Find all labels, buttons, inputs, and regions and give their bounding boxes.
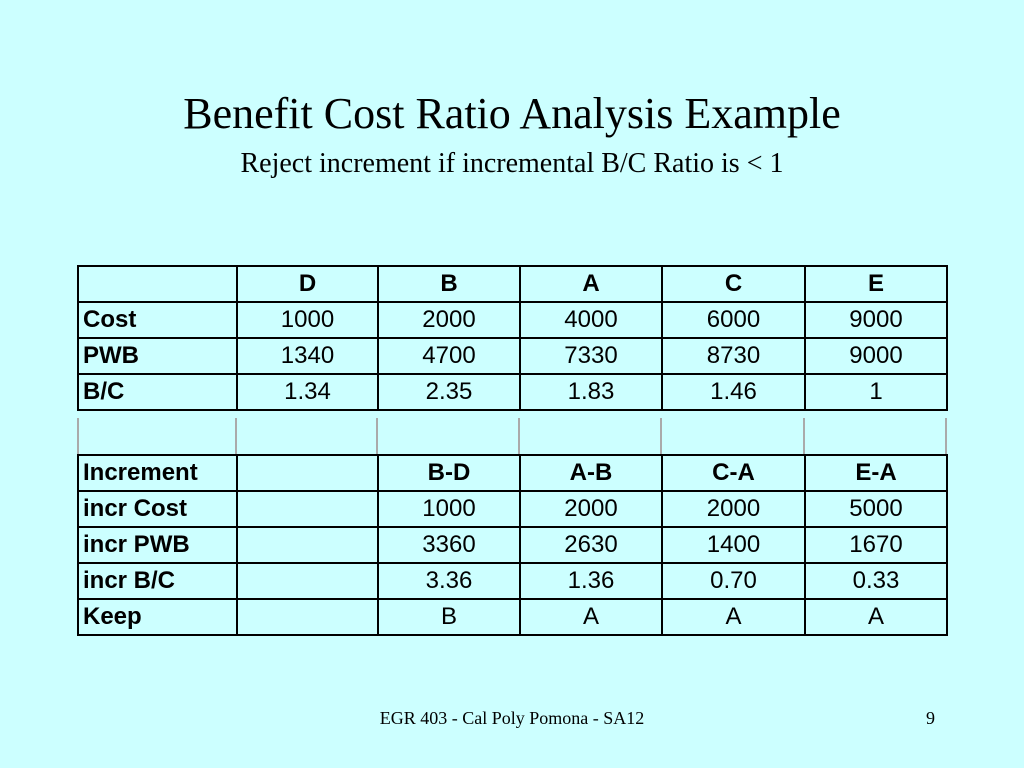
table-cell: B xyxy=(377,265,521,303)
table-cell: 3360 xyxy=(377,526,521,564)
table-cell: 2.35 xyxy=(377,373,521,411)
table-cell: 6000 xyxy=(661,301,806,339)
table-cell: 1400 xyxy=(661,526,806,564)
table-row: PWB 1340 4700 7330 8730 9000 xyxy=(77,337,948,375)
table-cell: 1 xyxy=(804,373,948,411)
table-cell: A xyxy=(519,265,663,303)
table-cell: D xyxy=(236,265,379,303)
table-cell: 2630 xyxy=(519,526,663,564)
table-cell: 1.46 xyxy=(661,373,806,411)
table-row: Cost 1000 2000 4000 6000 9000 xyxy=(77,301,948,339)
table-cell: 9000 xyxy=(804,337,948,375)
table-row: Keep B A A A xyxy=(77,598,948,636)
table-cell: C-A xyxy=(661,454,806,492)
table-cell: 1670 xyxy=(804,526,948,564)
table-cell: 9000 xyxy=(804,301,948,339)
row-label: PWB xyxy=(77,337,238,375)
table-cell: 2000 xyxy=(377,301,521,339)
table-cell: 5000 xyxy=(804,490,948,528)
row-label xyxy=(77,265,238,303)
table-cell: E-A xyxy=(804,454,948,492)
row-label: B/C xyxy=(77,373,238,411)
bc-table: D B A C E Cost 1000 2000 4000 6000 9000 PWB 1340 4700… xyxy=(77,265,948,411)
header-row: Increment B-D A-B C-A E-A xyxy=(77,454,948,492)
table-cell: 1340 xyxy=(236,337,379,375)
table-cell xyxy=(236,598,379,636)
table-cell: 4000 xyxy=(519,301,663,339)
table-cell: A xyxy=(519,598,663,636)
table-cell: 1.34 xyxy=(236,373,379,411)
table-cell: 1000 xyxy=(236,301,379,339)
table-cell: E xyxy=(804,265,948,303)
table-cell xyxy=(236,526,379,564)
table-cell: 1000 xyxy=(377,490,521,528)
row-label: incr B/C xyxy=(77,562,238,600)
table-row: incr B/C 3.36 1.36 0.70 0.33 xyxy=(77,562,948,600)
table-cell: 7330 xyxy=(519,337,663,375)
table-cell xyxy=(236,490,379,528)
table-cell: 0.70 xyxy=(661,562,806,600)
row-label: incr Cost xyxy=(77,490,238,528)
row-label: Cost xyxy=(77,301,238,339)
row-label: Keep xyxy=(77,598,238,636)
table-cell: C xyxy=(661,265,806,303)
table-cell xyxy=(236,454,379,492)
table-cell: 1.36 xyxy=(519,562,663,600)
table-cell: A-B xyxy=(519,454,663,492)
table-row: incr Cost 1000 2000 2000 5000 xyxy=(77,490,948,528)
table-cell: 2000 xyxy=(661,490,806,528)
incremental-table: Increment B-D A-B C-A E-A incr Cost 1000 2000 20… xyxy=(77,454,948,636)
table-row: incr PWB 3360 2630 1400 1670 xyxy=(77,526,948,564)
table-cell: B xyxy=(377,598,521,636)
table-row: B/C 1.34 2.35 1.83 1.46 1 xyxy=(77,373,948,411)
slide-subtitle: Reject increment if incremental B/C Rati… xyxy=(240,148,784,179)
row-label: Increment xyxy=(77,454,238,492)
row-label: incr PWB xyxy=(77,526,238,564)
table-cell: B-D xyxy=(377,454,521,492)
table-cell xyxy=(236,562,379,600)
table-cell: 8730 xyxy=(661,337,806,375)
footer: EGR 403 - Cal Poly Pomona - SA12 xyxy=(379,708,645,728)
table-cell: 3.36 xyxy=(377,562,521,600)
table-cell: A xyxy=(661,598,806,636)
page-number: 9 xyxy=(926,708,935,728)
table-cell: 1.83 xyxy=(519,373,663,411)
table-cell: 0.33 xyxy=(804,562,948,600)
table-cell: 4700 xyxy=(377,337,521,375)
table-cell: A xyxy=(804,598,948,636)
table-cell: 2000 xyxy=(519,490,663,528)
slide-title: Benefit Cost Ratio Analysis Example xyxy=(183,89,841,138)
blank-row xyxy=(77,418,947,454)
